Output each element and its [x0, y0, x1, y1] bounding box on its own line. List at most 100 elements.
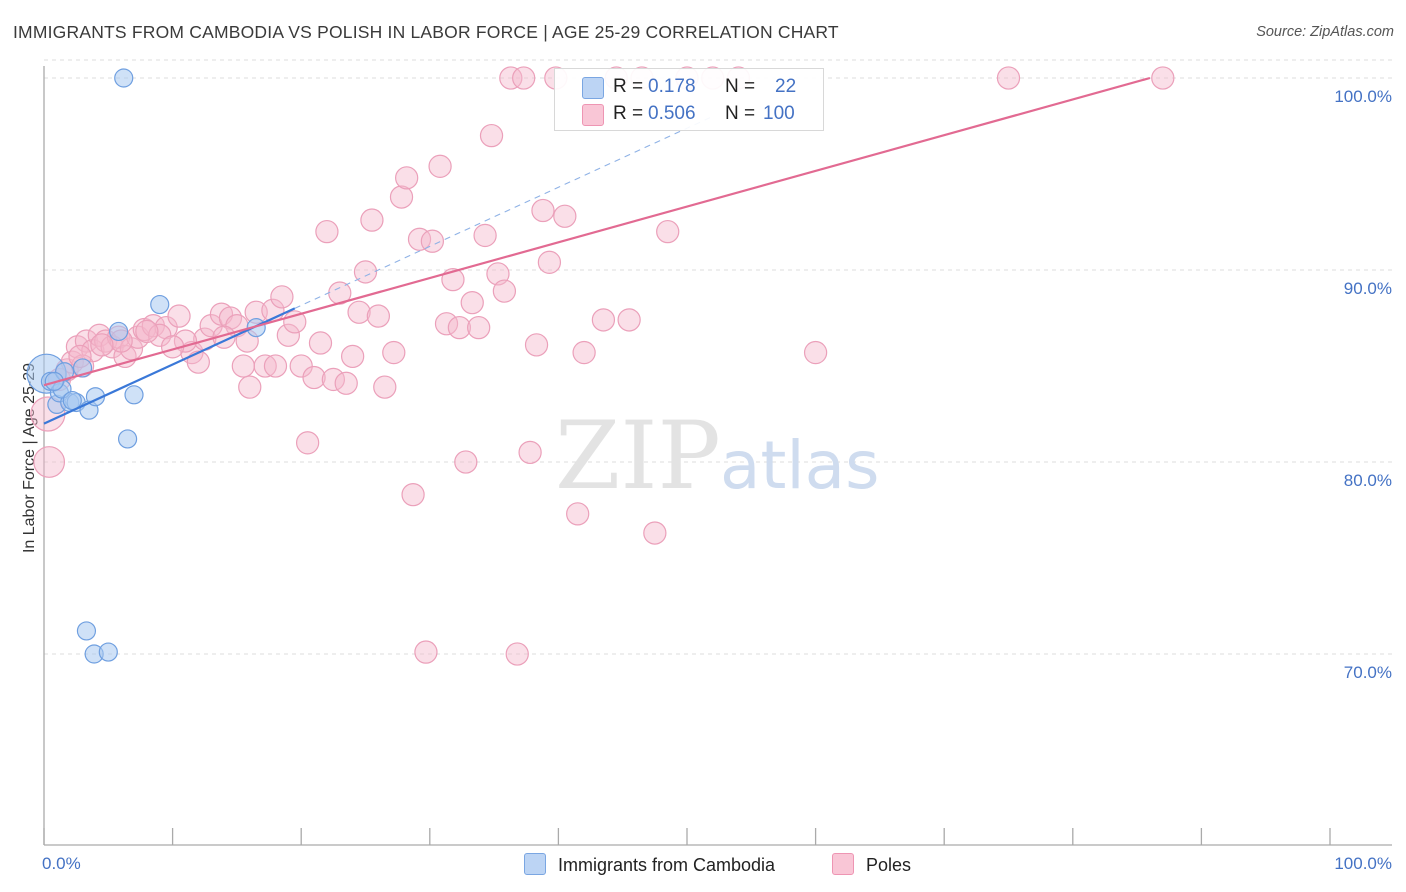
point-poles — [512, 66, 536, 90]
point-poles — [524, 333, 549, 357]
point-poles — [591, 308, 616, 332]
legend: Immigrants from Cambodia Poles — [0, 851, 1406, 879]
point-poles — [167, 304, 191, 328]
stats-swatch-poles — [582, 104, 604, 126]
axes — [43, 66, 1392, 846]
stats-r-label: R = — [613, 103, 644, 124]
chart-title: IMMIGRANTS FROM CAMBODIA VS POLISH IN LA… — [13, 22, 839, 42]
point-cambodia — [117, 429, 138, 449]
point-poles — [617, 308, 641, 332]
point-poles — [315, 219, 339, 244]
point-cambodia — [98, 642, 118, 662]
point-poles — [1151, 66, 1175, 90]
point-poles — [803, 340, 828, 365]
legend-swatch-cambodia — [524, 853, 546, 875]
watermark-atlas: atlas — [720, 427, 880, 504]
point-poles — [518, 440, 542, 465]
point-poles — [473, 223, 497, 248]
point-poles — [154, 315, 178, 340]
point-poles — [553, 204, 577, 228]
stats-r-value: 0.178 — [648, 76, 696, 97]
stats-r-label: R = — [613, 76, 644, 97]
point-poles — [572, 340, 596, 365]
point-poles — [321, 367, 346, 392]
point-poles — [302, 365, 326, 390]
y-tick-label: 100.0% — [1334, 87, 1392, 106]
point-poles — [231, 354, 255, 378]
stats-n-label: N = — [725, 103, 756, 124]
point-poles — [447, 315, 472, 340]
point-poles — [353, 260, 378, 284]
point-cambodia — [150, 294, 170, 315]
stats-row-poles: R = 0.506 N = 100 — [555, 101, 823, 127]
point-poles — [238, 375, 262, 399]
trend-lines — [43, 76, 1151, 425]
point-poles — [366, 304, 391, 328]
stats-row-cambodia: R = 0.178 N = 22 — [555, 74, 823, 100]
point-poles — [360, 208, 384, 232]
y-tick-label: 70.0% — [1344, 663, 1392, 682]
trend-line-poles — [43, 76, 1151, 387]
tick-labels: 70.0% 80.0% 90.0% 100.0% 0.0% 100.0% — [42, 87, 1392, 873]
point-poles — [90, 333, 114, 357]
stats-n-value: 100 — [763, 103, 795, 124]
point-poles — [656, 219, 680, 244]
x-tick-label: 100.0% — [1334, 854, 1392, 873]
point-cambodia — [108, 321, 129, 342]
point-poles — [643, 521, 667, 545]
point-poles — [389, 185, 414, 209]
series-cambodia — [26, 68, 266, 664]
legend-label-poles: Poles — [866, 855, 912, 875]
legend-item-cambodia[interactable]: Immigrants from Cambodia — [524, 851, 775, 879]
point-poles — [148, 323, 172, 347]
point-poles — [499, 66, 523, 90]
x-tick-label: 0.0% — [42, 854, 81, 873]
point-poles — [289, 354, 313, 378]
point-poles — [486, 262, 510, 286]
point-poles — [340, 344, 365, 369]
point-poles — [566, 502, 590, 526]
point-poles — [420, 229, 445, 253]
watermark: ZIP atlas — [555, 402, 880, 511]
point-cambodia — [124, 385, 144, 405]
point-poles — [263, 354, 288, 378]
stats-n-label: N = — [725, 76, 756, 97]
stats-box: R = 0.178 N = 22 R = 0.506 N = 100 — [554, 68, 824, 131]
point-poles — [276, 323, 300, 347]
grid — [44, 59, 1392, 655]
point-poles — [414, 640, 438, 664]
point-poles — [460, 290, 484, 315]
point-poles — [467, 315, 491, 340]
point-poles — [434, 312, 459, 336]
legend-item-poles[interactable]: Poles — [832, 851, 911, 879]
series-poles — [30, 66, 1175, 666]
point-poles — [218, 306, 243, 330]
legend-label-cambodia: Immigrants from Cambodia — [558, 855, 776, 875]
point-cambodia — [114, 68, 134, 88]
point-poles — [186, 350, 210, 374]
source-label: Source: ZipAtlas.com — [1256, 24, 1394, 40]
point-poles — [479, 123, 504, 148]
point-poles — [334, 371, 358, 395]
stats-n-value: 22 — [775, 76, 797, 97]
y-tick-label: 80.0% — [1344, 471, 1392, 490]
point-poles — [428, 154, 452, 178]
point-poles — [347, 300, 371, 324]
point-cambodia — [76, 621, 97, 641]
watermark-zip: ZIP — [555, 402, 721, 511]
point-poles — [270, 285, 294, 309]
point-poles — [492, 279, 517, 303]
stats-r-value: 0.506 — [648, 103, 696, 124]
point-poles — [531, 198, 555, 223]
point-poles — [454, 450, 478, 474]
legend-swatch-poles — [832, 853, 854, 875]
stats-swatch-cambodia — [582, 77, 604, 99]
point-poles — [373, 375, 397, 399]
point-poles — [382, 340, 406, 365]
point-poles — [395, 166, 419, 190]
point-poles — [401, 482, 425, 507]
point-poles — [308, 331, 333, 355]
point-poles — [33, 446, 66, 478]
point-poles — [135, 319, 159, 344]
